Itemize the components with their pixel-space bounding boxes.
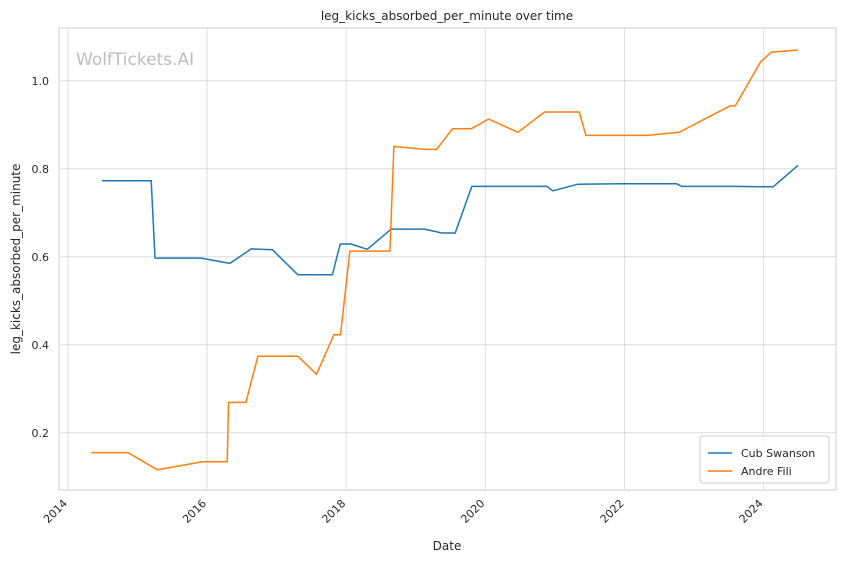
legend-box <box>699 435 830 484</box>
y-tick-labels: 0.2 0.4 0.6 0.8 1.0 <box>32 75 50 440</box>
watermark: WolfTickets.AI <box>76 50 194 70</box>
series-line-0 <box>101 164 799 276</box>
y-tick-label: 0.2 <box>32 427 50 440</box>
x-axis-label: Date <box>433 539 462 553</box>
legend: Cub Swanson Andre Fili <box>699 435 830 484</box>
plot-area <box>58 27 837 491</box>
x-tick-label: 2022 <box>598 497 627 526</box>
series-lines <box>91 49 799 471</box>
y-tick-label: 0.6 <box>32 251 50 264</box>
y-tick-label: 0.8 <box>32 163 50 176</box>
grid <box>59 28 836 490</box>
legend-label-cub-swanson: Cub Swanson <box>741 447 815 460</box>
x-tick-label: 2024 <box>737 497 766 526</box>
x-tick-label: 2020 <box>458 497 487 526</box>
x-tick-label: 2018 <box>319 497 348 526</box>
y-tick-label: 0.4 <box>32 339 50 352</box>
y-axis-label: leg_kicks_absorbed_per_minute <box>9 164 23 355</box>
legend-label-andre-fili: Andre Fili <box>741 465 792 478</box>
series-line-1 <box>91 49 798 471</box>
x-tick-labels: 2014 2016 2018 2020 2022 2024 <box>41 497 766 526</box>
x-tick-label: 2014 <box>41 497 70 526</box>
chart-title: leg_kicks_absorbed_per_minute over time <box>321 9 573 23</box>
x-tick-label: 2016 <box>180 497 209 526</box>
y-tick-label: 1.0 <box>32 75 50 88</box>
